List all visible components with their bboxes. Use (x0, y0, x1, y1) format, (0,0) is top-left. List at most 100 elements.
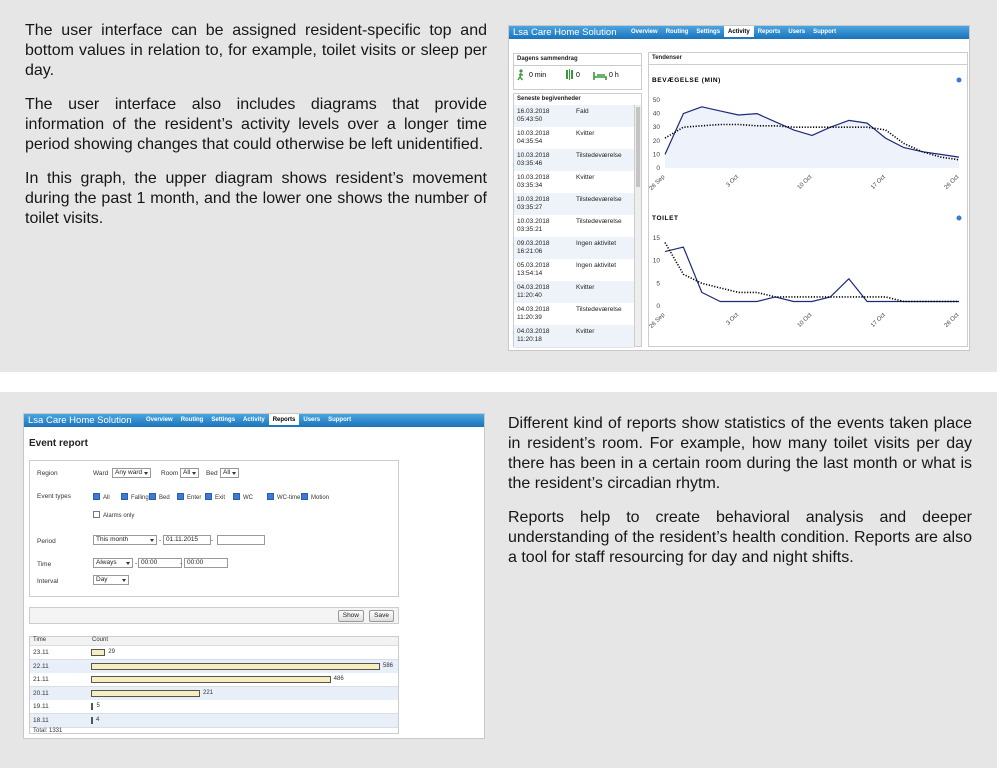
event-row[interactable]: 10.03.2018 03:35:34 Kvitter (514, 171, 634, 194)
event-type: Tilstedeværelse (576, 306, 622, 313)
event-time: 05:43:50 (517, 116, 543, 123)
form-label: Interval (37, 578, 59, 585)
nav-item[interactable]: Overview (146, 417, 173, 423)
nav-item[interactable]: Support (328, 417, 352, 423)
line (664, 246, 959, 303)
top-panel: The user interface can be assigned resid… (0, 0, 997, 372)
checkbox-option[interactable]: Bed (149, 493, 170, 501)
period-select[interactable]: This month (93, 535, 157, 545)
scrollbar[interactable] (634, 105, 641, 346)
y-tick-label: 10 (653, 258, 661, 265)
table-row: 23.11 29 (30, 646, 398, 660)
y-tick-label: 30 (653, 124, 661, 131)
nav-item[interactable]: Routing (665, 29, 689, 35)
area (665, 106, 959, 168)
form-label: Ward (93, 470, 109, 477)
event-row[interactable]: 04.03.2018 11:20:39 Tilstedeværelse (514, 303, 634, 326)
event-row[interactable]: 10.03.2018 04:35:54 Kvitter (514, 127, 634, 150)
event-time: 13:54:14 (517, 270, 543, 277)
checkbox[interactable] (93, 493, 100, 500)
nav-item[interactable]: Reports (268, 414, 300, 425)
action-bar: Show Save (29, 607, 399, 624)
event-row[interactable]: 10.03.2018 03:35:21 Tilstedeværelse (514, 215, 634, 238)
chart-title: BEVÆGELSE (MIN) (652, 77, 721, 84)
checkbox-label: Enter (187, 495, 202, 501)
line (664, 106, 960, 158)
checkbox-option[interactable]: Exit (205, 493, 225, 501)
button[interactable]: Save (369, 610, 394, 622)
room-select[interactable]: All (180, 468, 200, 478)
checkbox[interactable] (149, 493, 156, 500)
event-row[interactable]: 04.03.2018 11:20:18 Kvitter (514, 325, 634, 348)
checkbox-option[interactable]: WC (233, 493, 253, 501)
nav-item[interactable]: Activity (724, 26, 754, 37)
nav: Overview Routing Settings Activity Reports Us… (142, 414, 355, 425)
checkbox-option[interactable]: Enter (177, 493, 201, 501)
nav-item[interactable]: Settings (211, 417, 236, 423)
checkbox[interactable] (267, 493, 274, 500)
checkbox-option[interactable]: Alarms only (93, 511, 134, 519)
x-tick-label: 17 Oct (870, 174, 887, 191)
checkbox-label: WC (243, 495, 253, 501)
bed-select[interactable]: All (220, 468, 240, 478)
time-from[interactable]: 00:00 (138, 558, 182, 568)
event-row[interactable]: 16.03.2018 05:43:50 Fald (514, 105, 634, 128)
checkbox[interactable] (301, 493, 308, 500)
event-time: 04:35:54 (517, 138, 543, 145)
nav-item[interactable]: Users (788, 29, 806, 35)
checkbox[interactable] (205, 493, 212, 500)
form-label: Time (37, 561, 52, 568)
checkbox[interactable] (233, 493, 240, 500)
nav-item[interactable]: Overview (631, 29, 658, 35)
x-tick-label: 10 Oct (797, 174, 814, 191)
ward-select[interactable]: Any ward (112, 468, 152, 478)
event-row[interactable]: 10.03.2018 03:35:27 Tilstedeværelse (514, 193, 634, 216)
nav-item[interactable]: Routing (180, 417, 204, 423)
checkbox[interactable] (121, 493, 128, 500)
checkbox[interactable] (93, 511, 100, 518)
scroll-thumb[interactable] (636, 107, 640, 187)
event-datetime: 16.03.2018 05:43:50 (517, 108, 550, 124)
event-row[interactable]: 05.03.2018 13:54:14 Ingen aktivitet (514, 259, 634, 282)
nav-item[interactable]: Settings (696, 29, 721, 35)
checkbox-option[interactable]: WC-time (267, 493, 300, 501)
checkbox[interactable] (177, 493, 184, 500)
summary-title: Dagens sammendrag (514, 54, 641, 66)
checkbox-option[interactable]: All (93, 493, 110, 501)
app-title: Lsa Care Home Solution (28, 415, 132, 426)
event-datetime: 04.03.2018 11:20:18 (517, 328, 550, 344)
paragraph: Different kind of reports show statistic… (508, 415, 972, 492)
button[interactable]: Show (337, 610, 364, 622)
event-date: 04.03.2018 (517, 284, 550, 291)
y-tick-label: 0 (656, 303, 660, 310)
settings-icon[interactable] (956, 77, 962, 83)
column-header: Time (33, 637, 47, 643)
nav-item[interactable]: Activity (243, 417, 265, 423)
settings-icon[interactable] (956, 215, 962, 221)
event-date: 09.03.2018 (517, 240, 550, 247)
count-label: 4 (96, 716, 100, 723)
period-from[interactable]: 01.11.2015 (163, 535, 211, 545)
interval-select[interactable]: Day (93, 575, 129, 585)
separator: - (180, 560, 183, 567)
time-select[interactable]: Always (93, 558, 133, 568)
checkbox-option[interactable]: Falling (121, 493, 149, 501)
event-row[interactable]: 09.03.2018 16:21:06 Ingen aktivitet (514, 237, 634, 260)
time-to[interactable]: 00:00 (184, 558, 228, 568)
table-row: 21.11 486 (30, 673, 398, 687)
checkbox-option[interactable]: Motion (301, 493, 329, 501)
event-row[interactable]: 10.03.2018 03:35:46 Tilstedeværelse (514, 149, 634, 172)
event-row[interactable]: 04.03.2018 11:20:40 Kvitter (514, 281, 634, 304)
report-form: Region Ward Any ward Room All Bed All Ev… (29, 460, 399, 597)
nav-item[interactable]: Users (303, 417, 321, 423)
summary-icons: 0 min 0 0 h (517, 69, 619, 81)
nav-item[interactable]: Reports (757, 29, 781, 35)
table-row: 22.11 586 (30, 659, 398, 674)
event-datetime: 10.03.2018 03:35:21 (517, 218, 550, 234)
nav-item[interactable]: Support (813, 29, 837, 35)
period-to[interactable] (217, 535, 265, 545)
count-bar (91, 676, 331, 683)
paragraph: The user interface also includes diagram… (25, 96, 487, 153)
event-date: 10.03.2018 (517, 218, 550, 225)
